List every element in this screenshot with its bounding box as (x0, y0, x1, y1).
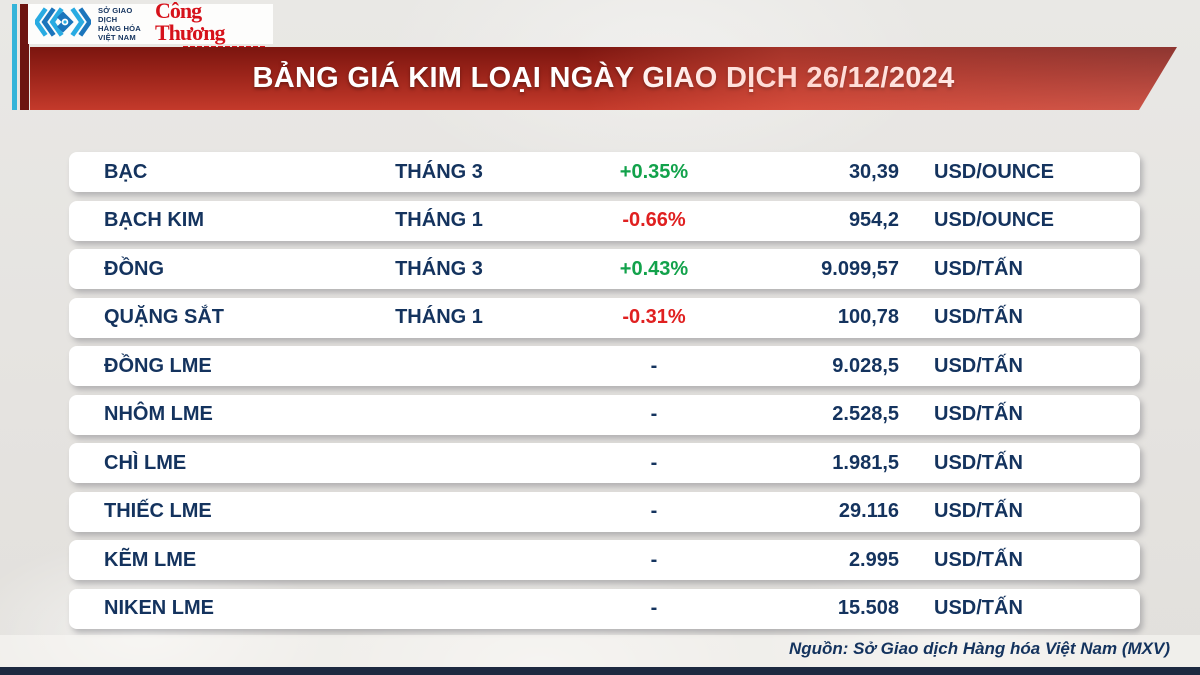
mxv-logo-icon (33, 6, 93, 43)
table-row: NIKEN LME - 15.508 USD/TẤN (69, 588, 1140, 629)
source-credit: Nguồn: Sở Giao dịch Hàng hóa Việt Nam (M… (788, 639, 1170, 658)
footer-band (0, 635, 1200, 667)
change-percent: - (650, 403, 658, 425)
table-row: THIẾC LME - 29.116 USD/TẤN (69, 491, 1140, 532)
commodity-name: BẠC (104, 160, 148, 183)
commodity-name: ĐỒNG (104, 257, 164, 280)
commodity-name: NHÔM LME (104, 403, 213, 425)
dark-red-accent-stripe (20, 4, 29, 110)
cyan-accent-stripe (12, 4, 17, 110)
price-unit: USD/TẤN (934, 597, 1023, 619)
price-unit: USD/OUNCE (934, 160, 1055, 183)
commodity-name: KẼM LME (104, 548, 197, 571)
price-value: 954,2 (848, 209, 899, 231)
bottom-bar (0, 667, 1200, 675)
commodity-name: THIẾC LME (104, 500, 212, 522)
price-table: BẠC THÁNG 3 +0.35% 30,39 USD/OUNCE BẠCH … (69, 152, 1140, 629)
price-value: 1.981,5 (832, 451, 899, 474)
change-percent: - (650, 354, 658, 377)
change-percent: -0.31% (622, 306, 686, 328)
price-unit: USD/TẤN (934, 354, 1023, 377)
price-unit: USD/TẤN (934, 257, 1023, 280)
table-row: BẠCH KIM THÁNG 1 -0.66% 954,2 USD/OUNCE (69, 200, 1140, 241)
change-percent: +0.43% (619, 257, 689, 280)
congthuong-logo: Công Thương (155, 0, 265, 49)
table-row: CHÌ LME - 1.981,5 USD/TẤN (69, 443, 1140, 483)
commodity-name: CHÌ LME (104, 451, 187, 474)
contract-month: THÁNG 3 (395, 160, 483, 183)
change-percent: - (650, 500, 658, 522)
logo-plate: SỞ GIAO DỊCH HÀNG HÓA VIỆT NAM Công Thươ… (28, 0, 273, 49)
table-row: NHÔM LME - 2.528,5 USD/TẤN (69, 394, 1140, 435)
change-percent: - (650, 548, 658, 571)
price-value: 100,78 (837, 306, 899, 328)
table-row: ĐỒNG THÁNG 3 +0.43% 9.099,57 USD/TẤN (69, 249, 1140, 289)
price-value: 2.528,5 (832, 403, 899, 425)
table-row: ĐỒNG LME - 9.028,5 USD/TẤN (69, 346, 1140, 386)
change-percent: - (650, 451, 658, 474)
price-unit: USD/TẤN (934, 403, 1023, 425)
contract-month: THÁNG 1 (395, 306, 483, 328)
price-unit: USD/TẤN (934, 548, 1023, 571)
change-percent: +0.35% (619, 160, 689, 183)
table-row: BẠC THÁNG 3 +0.35% 30,39 USD/OUNCE (69, 152, 1140, 192)
change-percent: - (650, 597, 658, 619)
price-value: 9.028,5 (832, 354, 899, 377)
price-unit: USD/TẤN (934, 451, 1023, 474)
commodity-name: NIKEN LME (104, 597, 214, 619)
price-value: 2.995 (848, 548, 899, 571)
change-percent: -0.66% (622, 209, 686, 231)
mxv-logo-text: SỞ GIAO DỊCH HÀNG HÓA VIỆT NAM (98, 5, 141, 43)
title-banner: BẢNG GIÁ KIM LOẠI NGÀY GIAO DỊCH 26/12/2… (30, 47, 1177, 110)
price-value: 9.099,57 (821, 257, 899, 280)
table-row: QUẶNG SẮT THÁNG 1 -0.31% 100,78 USD/TẤN (69, 297, 1140, 338)
commodity-name: QUẶNG SẮT (104, 306, 224, 328)
price-value: 15.508 (837, 597, 899, 619)
commodity-name: ĐỒNG LME (104, 354, 212, 377)
congthuong-logo-text: Công Thương (155, 0, 226, 45)
page-title: BẢNG GIÁ KIM LOẠI NGÀY GIAO DỊCH 26/12/2… (252, 62, 955, 94)
price-unit: USD/OUNCE (934, 209, 1055, 231)
table-row: KẼM LME - 2.995 USD/TẤN (69, 540, 1140, 580)
contract-month: THÁNG 3 (395, 257, 483, 280)
contract-month: THÁNG 1 (395, 209, 483, 231)
commodity-name: BẠCH KIM (104, 209, 204, 231)
price-unit: USD/TẤN (934, 306, 1023, 328)
price-value: 30,39 (848, 160, 899, 183)
price-unit: USD/TẤN (934, 500, 1023, 522)
price-value: 29.116 (838, 500, 899, 522)
